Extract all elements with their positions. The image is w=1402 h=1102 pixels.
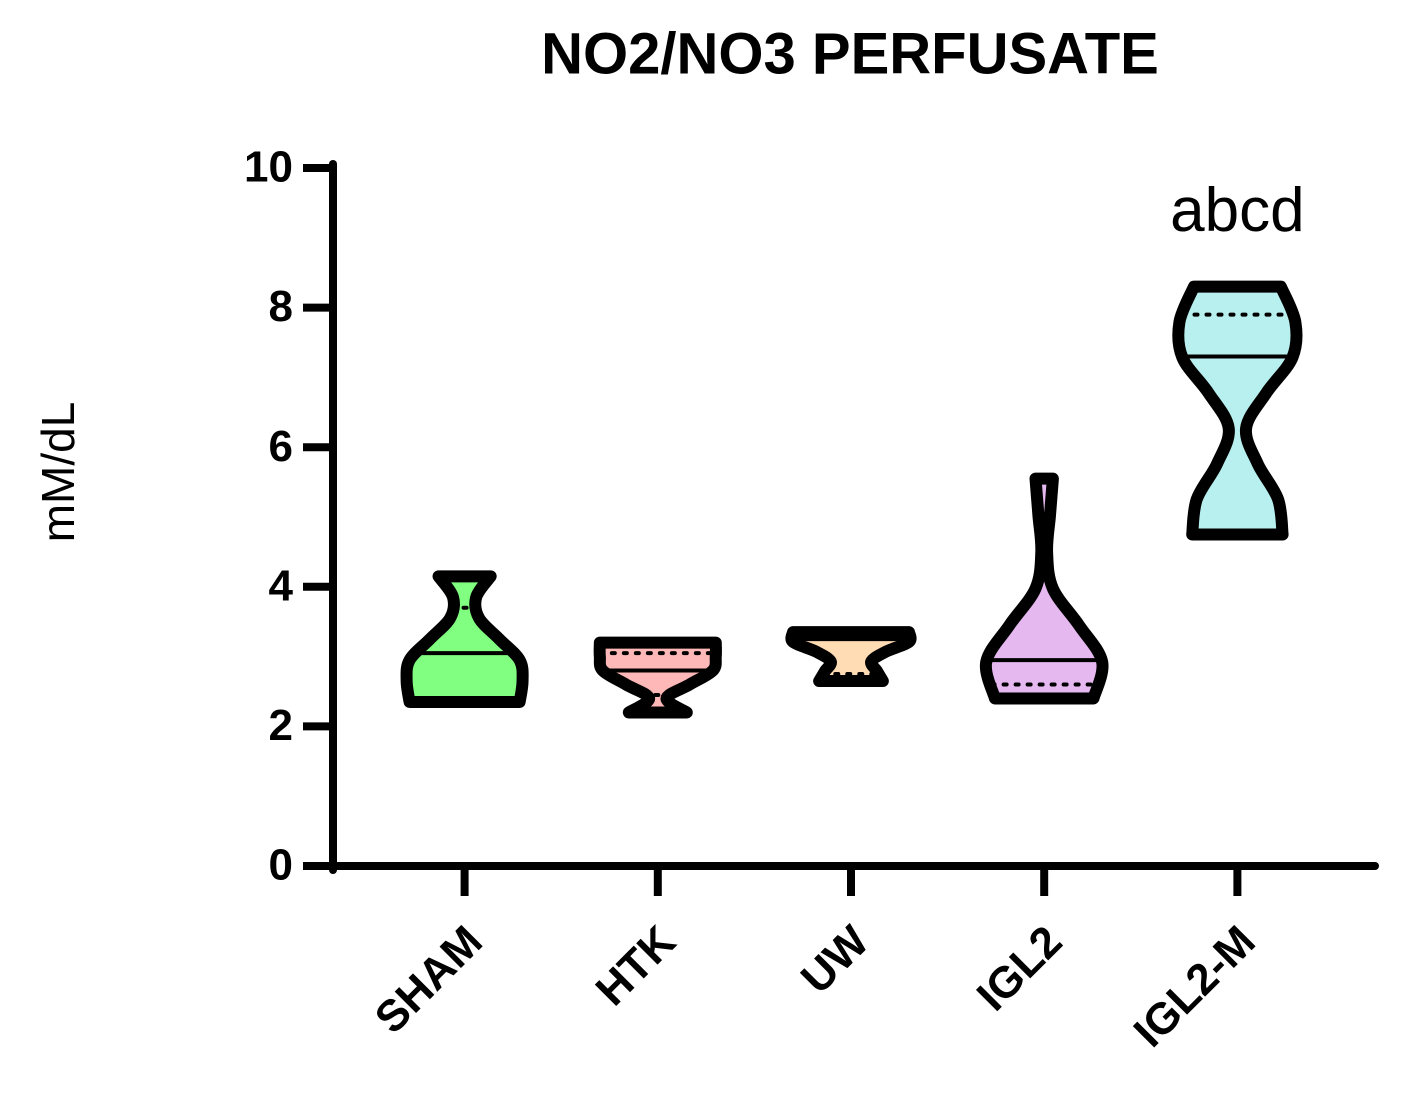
violin <box>593 636 722 719</box>
violin <box>785 626 917 688</box>
x-tick-label: IGL2-M <box>1125 917 1265 1057</box>
y-tick-label: 6 <box>269 422 293 471</box>
x-tick-label: IGL2 <box>968 917 1072 1021</box>
y-tick-label: 2 <box>269 701 293 750</box>
y-axis-label: mM/dL <box>32 402 84 543</box>
violin <box>1172 280 1303 541</box>
x-tick-label: SHAM <box>366 917 492 1043</box>
chart-title: NO2/NO3 PERFUSATE <box>541 21 1159 86</box>
annotation: abcd <box>1170 176 1304 245</box>
violin <box>400 570 529 708</box>
y-tick-label: 10 <box>244 143 293 192</box>
y-tick-label: 4 <box>269 561 294 610</box>
x-tick-label: HTK <box>586 916 685 1015</box>
violin <box>979 472 1109 705</box>
x-tick-label: UW <box>792 916 879 1003</box>
y-tick-label: 8 <box>269 282 293 331</box>
y-tick-label: 0 <box>269 841 293 890</box>
